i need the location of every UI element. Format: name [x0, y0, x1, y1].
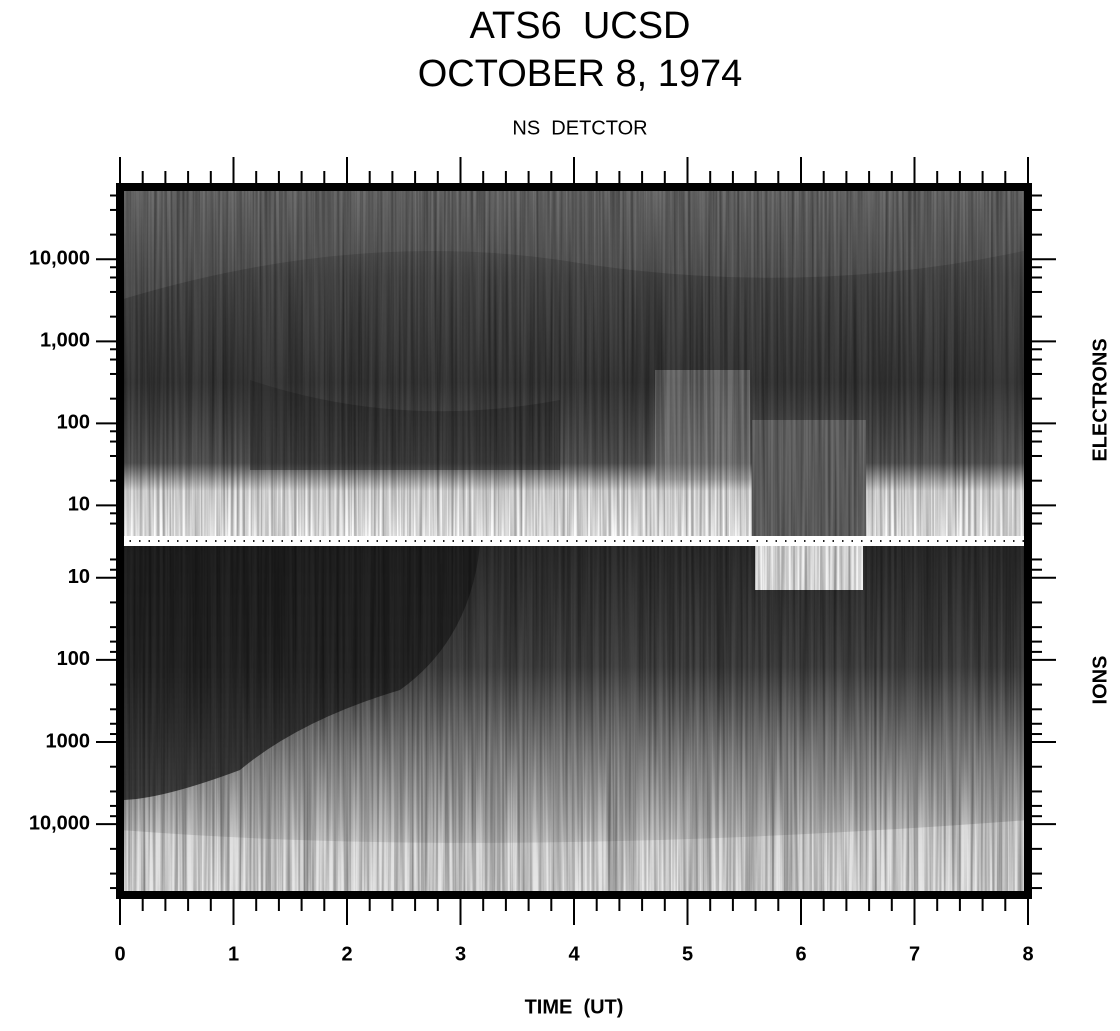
panel-label: IONS — [1089, 656, 1111, 705]
x-tick-label: 3 — [455, 943, 466, 965]
y-tick-label: 1,000 — [40, 330, 90, 352]
x-tick-label: 5 — [682, 943, 693, 965]
chart-subtitle: OCTOBER 8, 1974 — [418, 53, 743, 95]
x-tick-label: 7 — [909, 943, 920, 965]
y-tick-label: 100 — [57, 412, 90, 434]
y-tick-label: 10,000 — [29, 248, 90, 270]
detector-label: NS DETCTOR — [512, 117, 647, 139]
x-tick-label: 0 — [114, 943, 125, 965]
y-tick-label: 10,000 — [29, 812, 90, 834]
x-tick-label: 8 — [1022, 943, 1033, 965]
y-tick-label: 100 — [57, 648, 90, 670]
y-tick-label: 1000 — [46, 730, 91, 752]
y-tick-label: 10 — [68, 566, 90, 588]
spectrogram-image — [120, 190, 1028, 892]
x-tick-label: 2 — [341, 943, 352, 965]
x-tick-label: 6 — [795, 943, 806, 965]
x-axis-label: TIME (UT) — [525, 996, 624, 1018]
x-tick-label: 1 — [228, 943, 239, 965]
chart-title: ATS6 UCSD — [469, 5, 690, 47]
x-tick-label: 4 — [568, 943, 580, 965]
panel-label: ELECTRONS — [1089, 338, 1111, 461]
y-tick-label: 10 — [68, 494, 90, 516]
